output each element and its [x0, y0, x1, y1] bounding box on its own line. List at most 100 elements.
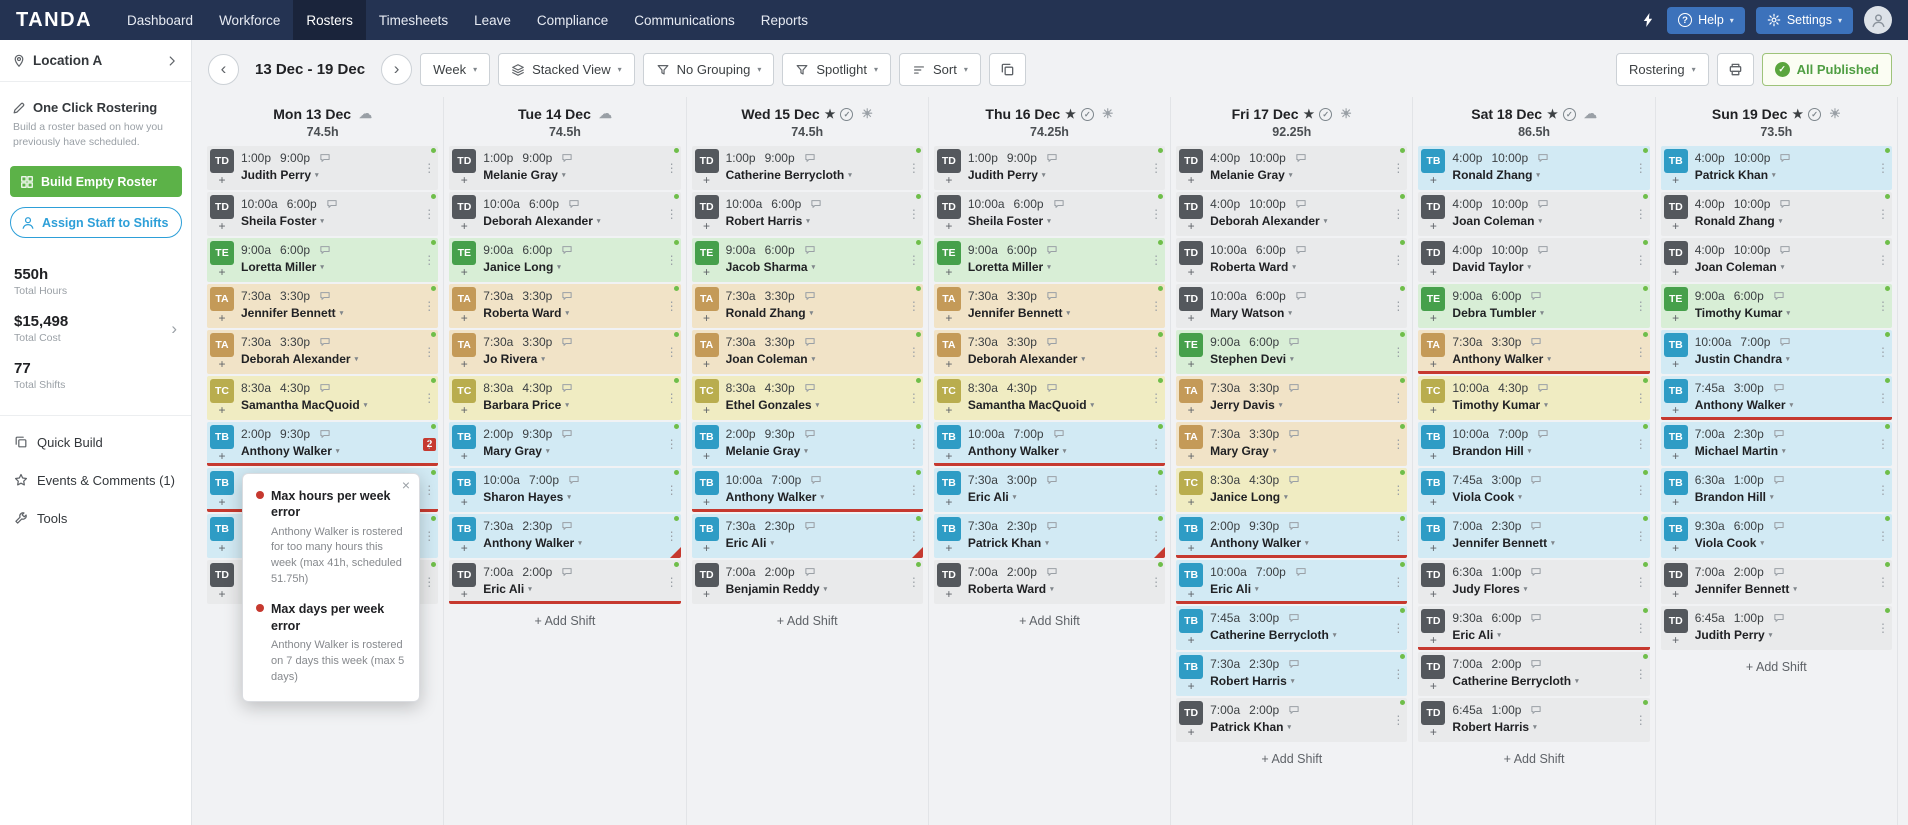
team-badge[interactable]: TC — [210, 379, 234, 403]
shift-employee[interactable]: Anthony Walker — [725, 490, 817, 504]
comment-icon[interactable] — [1288, 336, 1300, 348]
comment-icon[interactable] — [1295, 152, 1307, 164]
team-badge[interactable]: TB — [1663, 379, 1688, 403]
shift-employee[interactable]: Judith Perry — [241, 168, 312, 182]
comment-icon[interactable] — [804, 428, 816, 440]
nav-item[interactable]: Communications — [621, 0, 748, 40]
add-icon[interactable]: + — [1429, 449, 1437, 463]
nav-item[interactable]: Compliance — [524, 0, 621, 40]
shift-card[interactable]: TB + 10:00a 7:00p Justin Chandra ▾ ⋮ — [1660, 330, 1892, 374]
build-empty-roster-button[interactable]: Build Empty Roster — [10, 166, 182, 198]
shift-employee[interactable]: Janice Long — [1210, 490, 1281, 504]
shift-card[interactable]: TD + 6:45a 1:00p Judith Perry ▾ ⋮ — [1660, 606, 1892, 650]
more-options-icon[interactable]: ⋮ — [907, 253, 920, 267]
add-icon[interactable]: + — [218, 357, 226, 371]
shift-employee[interactable]: Catherine Berrycloth — [1452, 674, 1572, 688]
comment-icon[interactable] — [1779, 152, 1791, 164]
more-options-icon[interactable]: ⋮ — [1634, 667, 1647, 681]
more-options-icon[interactable]: ⋮ — [1392, 667, 1405, 681]
chevron-down-icon[interactable]: ▾ — [1760, 540, 1764, 547]
shift-card[interactable]: TB + 2:00p 9:30p Anthony Walker ▾ ⋮ — [1176, 514, 1408, 558]
shift-card[interactable]: TA + 7:30a 3:30p Jennifer Bennett ▾ ⋮ — [933, 284, 1166, 328]
day-header[interactable]: Tue 14 Dec ☁ 74.5h — [449, 97, 680, 146]
comment-icon[interactable] — [561, 566, 573, 578]
shift-employee[interactable]: Brandon Hill — [1694, 490, 1767, 504]
team-badge[interactable]: TC — [694, 379, 719, 403]
comment-icon[interactable] — [1773, 566, 1785, 578]
comment-icon[interactable] — [561, 520, 573, 532]
add-icon[interactable]: + — [703, 541, 711, 555]
add-icon[interactable]: + — [1672, 495, 1680, 509]
add-icon[interactable]: + — [460, 495, 468, 509]
add-icon[interactable]: + — [703, 265, 711, 279]
team-badge[interactable]: TA — [210, 333, 234, 357]
shift-employee[interactable]: Deborah Alexander — [241, 352, 351, 366]
shift-employee[interactable]: Timothy Kumar — [1694, 306, 1783, 320]
stat-row[interactable]: $15,498 Total Cost › — [14, 313, 177, 344]
shift-employee[interactable]: Judy Flores — [1452, 582, 1520, 596]
shift-card[interactable]: TC + 8:30a 4:30p Barbara Price ▾ ⋮ — [449, 376, 681, 420]
shift-card[interactable]: TA + 7:30a 3:30p Ronald Zhang ▾ ⋮ — [691, 284, 923, 328]
shift-card[interactable]: TD + 7:00a 2:00p Benjamin Reddy ▾ ⋮ — [691, 560, 923, 604]
more-options-icon[interactable]: ⋮ — [1392, 713, 1405, 727]
chevron-down-icon[interactable]: ▾ — [1332, 632, 1337, 639]
team-badge[interactable]: TD — [1179, 241, 1204, 265]
add-icon[interactable]: + — [945, 495, 953, 509]
shift-employee[interactable]: Justin Chandra — [1694, 352, 1783, 366]
shift-card[interactable]: TA + 7:30a 3:30p Deborah Alexander ▾ ⋮ — [207, 330, 439, 374]
shift-employee[interactable]: Patrick Khan — [967, 536, 1042, 550]
app-logo[interactable]: TANDA — [16, 8, 93, 31]
team-badge[interactable]: TD — [1421, 701, 1446, 725]
shift-card[interactable]: TB + 2:00p 9:30p Melanie Gray ▾ ⋮ — [691, 422, 923, 466]
comment-icon[interactable] — [1053, 198, 1065, 210]
more-options-icon[interactable]: ⋮ — [1634, 253, 1647, 267]
shift-employee[interactable]: Jennifer Bennett — [241, 306, 336, 320]
team-badge[interactable]: TE — [452, 241, 477, 265]
more-options-icon[interactable]: ⋮ — [1392, 483, 1405, 497]
more-options-icon[interactable]: ⋮ — [1392, 345, 1405, 359]
comment-icon[interactable] — [561, 152, 573, 164]
more-options-icon[interactable]: ⋮ — [1634, 713, 1647, 727]
add-icon[interactable]: + — [460, 311, 468, 325]
more-options-icon[interactable]: ⋮ — [907, 483, 920, 497]
team-badge[interactable]: TB — [1421, 471, 1446, 495]
chevron-down-icon[interactable]: ▾ — [1778, 218, 1783, 225]
more-options-icon[interactable]: ⋮ — [1392, 253, 1405, 267]
shift-employee[interactable]: Ronald Zhang — [1694, 214, 1775, 228]
chevron-down-icon[interactable]: ▾ — [820, 494, 824, 501]
more-options-icon[interactable]: ⋮ — [1634, 345, 1647, 359]
team-badge[interactable]: TD — [936, 149, 961, 173]
chevron-down-icon[interactable]: ▾ — [1287, 724, 1291, 731]
add-icon[interactable]: + — [1187, 449, 1195, 463]
more-options-icon[interactable]: ⋮ — [1150, 529, 1163, 543]
comment-icon[interactable] — [1530, 612, 1542, 624]
shift-card[interactable]: TA + 7:30a 3:30p Jo Rivera ▾ ⋮ — [449, 330, 681, 374]
add-icon[interactable]: + — [1187, 541, 1195, 555]
shift-card[interactable]: TD + 4:00p 10:00p Ronald Zhang ▾ ⋮ — [1660, 192, 1892, 236]
more-options-icon[interactable]: ⋮ — [1392, 161, 1405, 175]
more-options-icon[interactable]: ⋮ — [1392, 299, 1405, 313]
add-icon[interactable]: + — [945, 265, 953, 279]
comment-icon[interactable] — [1288, 428, 1300, 440]
shift-employee[interactable]: Joan Coleman — [1694, 260, 1777, 274]
chevron-down-icon[interactable]: ▾ — [1288, 172, 1293, 179]
shift-employee[interactable]: Debra Tumbler — [1452, 306, 1537, 320]
comment-icon[interactable] — [568, 198, 580, 210]
team-badge[interactable]: TD — [1663, 241, 1688, 265]
chevron-down-icon[interactable]: ▾ — [1047, 264, 1051, 271]
more-options-icon[interactable]: ⋮ — [665, 253, 678, 267]
shift-employee[interactable]: Anthony Walker — [483, 536, 575, 550]
team-badge[interactable]: TA — [1421, 333, 1446, 357]
add-shift-button[interactable]: + Add Shift — [776, 614, 838, 628]
more-options-icon[interactable]: ⋮ — [1634, 483, 1647, 497]
team-badge[interactable]: TD — [1663, 563, 1688, 587]
shift-employee[interactable]: Eric Ali — [483, 582, 525, 596]
nav-item[interactable]: Dashboard — [114, 0, 206, 40]
more-options-icon[interactable]: ⋮ — [1150, 483, 1163, 497]
shift-card[interactable]: TD + 4:00p 10:00p Joan Coleman ▾ ⋮ — [1660, 238, 1892, 282]
team-badge[interactable]: TD — [210, 149, 234, 173]
more-options-icon[interactable]: ⋮ — [1392, 529, 1405, 543]
comment-icon[interactable] — [804, 152, 816, 164]
chevron-down-icon[interactable]: ▾ — [1278, 402, 1283, 409]
shift-employee[interactable]: Mary Gray — [483, 444, 542, 458]
